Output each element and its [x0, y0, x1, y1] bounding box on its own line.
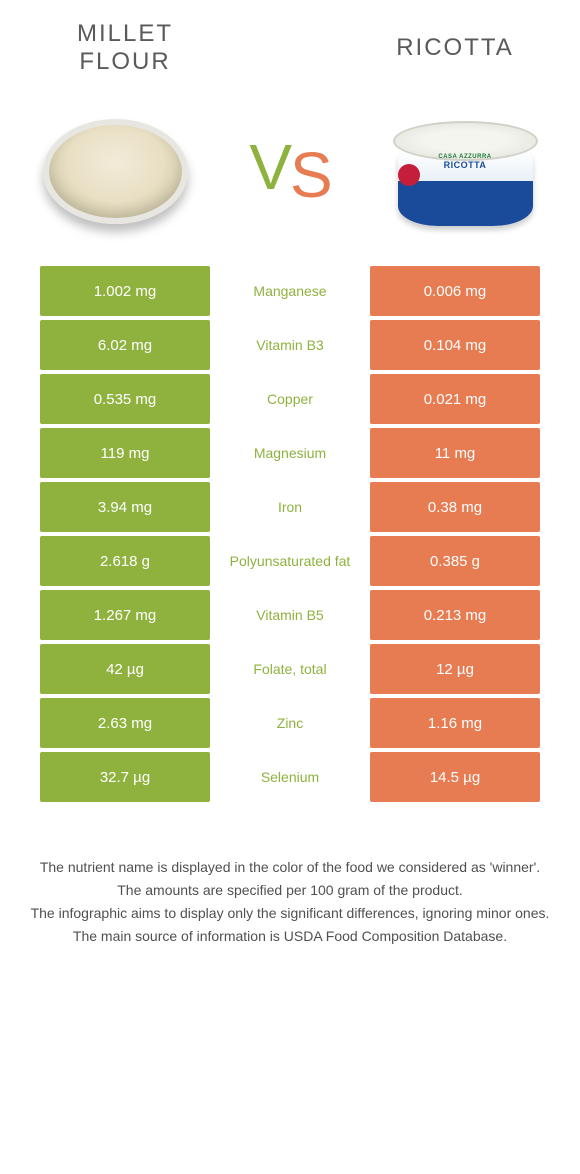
- header: MILLET FLOUR RICOTTA: [0, 0, 580, 86]
- cell-right-value: 0.385 g: [370, 536, 540, 586]
- cell-left-value: 2.63 mg: [40, 698, 210, 748]
- cell-nutrient-name: Magnesium: [210, 428, 370, 478]
- cell-nutrient-name: Selenium: [210, 752, 370, 802]
- cell-nutrient-name: Zinc: [210, 698, 370, 748]
- title-left: MILLET FLOUR: [40, 20, 210, 76]
- table-row: 2.63 mgZinc1.16 mg: [40, 698, 540, 748]
- table-row: 42 µgFolate, total12 µg: [40, 644, 540, 694]
- vs-v: V: [249, 130, 290, 204]
- cell-nutrient-name: Iron: [210, 482, 370, 532]
- table-row: 1.002 mgManganese0.006 mg: [40, 266, 540, 316]
- illustration-millet-flour: [30, 101, 200, 241]
- footer-notes: The nutrient name is displayed in the co…: [0, 802, 580, 979]
- cell-left-value: 119 mg: [40, 428, 210, 478]
- cell-nutrient-name: Copper: [210, 374, 370, 424]
- nutrient-table: 1.002 mgManganese0.006 mg6.02 mgVitamin …: [0, 266, 580, 802]
- cell-right-value: 0.021 mg: [370, 374, 540, 424]
- cell-nutrient-name: Polyunsaturated fat: [210, 536, 370, 586]
- table-row: 6.02 mgVitamin B30.104 mg: [40, 320, 540, 370]
- cell-left-value: 2.618 g: [40, 536, 210, 586]
- table-row: 3.94 mgIron0.38 mg: [40, 482, 540, 532]
- table-row: 32.7 µgSelenium14.5 µg: [40, 752, 540, 802]
- vs-label: VS: [249, 134, 330, 208]
- cell-right-value: 11 mg: [370, 428, 540, 478]
- cell-left-value: 1.002 mg: [40, 266, 210, 316]
- title-left-line2: FLOUR: [79, 48, 170, 75]
- table-row: 1.267 mgVitamin B50.213 mg: [40, 590, 540, 640]
- table-row: 2.618 gPolyunsaturated fat0.385 g: [40, 536, 540, 586]
- cell-right-value: 12 µg: [370, 644, 540, 694]
- footer-line: The nutrient name is displayed in the co…: [25, 857, 555, 878]
- cell-left-value: 0.535 mg: [40, 374, 210, 424]
- cell-right-value: 0.213 mg: [370, 590, 540, 640]
- table-row: 119 mgMagnesium11 mg: [40, 428, 540, 478]
- cell-left-value: 1.267 mg: [40, 590, 210, 640]
- cell-right-value: 0.104 mg: [370, 320, 540, 370]
- cell-nutrient-name: Manganese: [210, 266, 370, 316]
- cell-right-value: 14.5 µg: [370, 752, 540, 802]
- cell-nutrient-name: Vitamin B5: [210, 590, 370, 640]
- cell-left-value: 3.94 mg: [40, 482, 210, 532]
- cell-left-value: 32.7 µg: [40, 752, 210, 802]
- illustration-ricotta: CASA AZZURRA RICOTTA: [380, 101, 550, 241]
- footer-line: The infographic aims to display only the…: [25, 903, 555, 924]
- bowl-icon: [43, 119, 188, 224]
- table-row: 0.535 mgCopper0.021 mg: [40, 374, 540, 424]
- footer-line: The amounts are specified per 100 gram o…: [25, 880, 555, 901]
- vs-s: S: [290, 138, 331, 212]
- cell-nutrient-name: Vitamin B3: [210, 320, 370, 370]
- cell-left-value: 42 µg: [40, 644, 210, 694]
- title-left-line1: MILLET: [77, 20, 173, 47]
- title-right: RICOTTA: [370, 34, 540, 62]
- footer-line: The main source of information is USDA F…: [25, 926, 555, 947]
- cell-right-value: 0.006 mg: [370, 266, 540, 316]
- ricotta-tub-icon: CASA AZZURRA RICOTTA: [388, 116, 543, 226]
- infographic: MILLET FLOUR RICOTTA VS CASA AZZURRA RIC…: [0, 0, 580, 979]
- images-row: VS CASA AZZURRA RICOTTA: [0, 86, 580, 266]
- cell-right-value: 1.16 mg: [370, 698, 540, 748]
- cell-right-value: 0.38 mg: [370, 482, 540, 532]
- cell-left-value: 6.02 mg: [40, 320, 210, 370]
- cell-nutrient-name: Folate, total: [210, 644, 370, 694]
